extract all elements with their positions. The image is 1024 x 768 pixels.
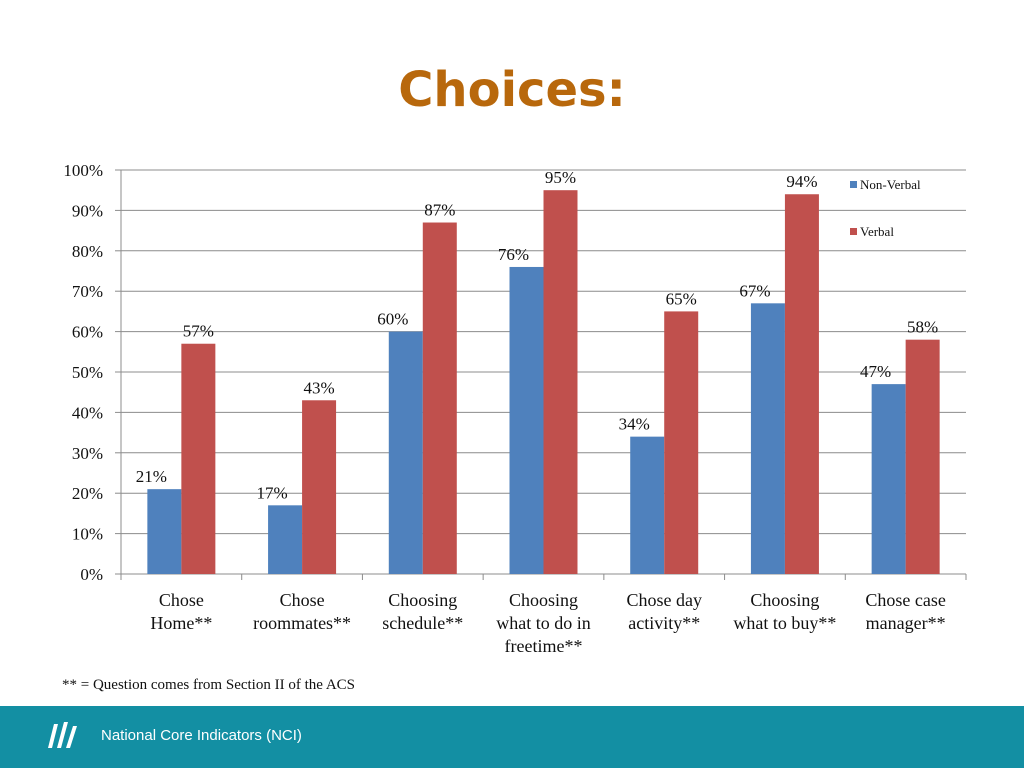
bar-non-verbal (630, 436, 665, 574)
x-category-label: Chose day activity** (626, 590, 702, 633)
x-category-label-line: what to do in (496, 613, 591, 633)
y-tick-label: 20% (72, 484, 103, 503)
bar-verbal (905, 339, 940, 574)
footer-bar: National Core Indicators (NCI) (0, 706, 1024, 768)
x-category-label: Choosing what to buy** (733, 590, 836, 633)
data-label: 58% (907, 318, 938, 337)
data-label: 95% (545, 168, 576, 187)
bar-non-verbal (147, 489, 182, 574)
x-category-label: Choosing schedule** (382, 590, 463, 633)
y-tick-label: 90% (72, 201, 103, 220)
y-tick-label: 80% (72, 242, 103, 261)
x-category-label: Choosing what to do in freetime** (496, 590, 591, 656)
x-category-label-line: Chose (159, 590, 204, 610)
data-label: 21% (136, 467, 167, 486)
y-tick-label: 50% (72, 363, 103, 382)
x-category-label-line: roommates** (253, 613, 351, 633)
data-label: 94% (786, 172, 817, 191)
y-tick-label: 30% (72, 444, 103, 463)
x-category-label: Chose case manager** (865, 590, 945, 633)
y-tick-label: 70% (72, 282, 103, 301)
bar-non-verbal (268, 505, 303, 574)
x-category-label-line: schedule** (382, 613, 463, 633)
x-category-label-line: Choosing (509, 590, 578, 610)
footer-label: National Core Indicators (NCI) (101, 727, 302, 744)
y-tick-label: 10% (72, 525, 103, 544)
x-category-label-line: manager** (866, 613, 946, 633)
x-category-label-line: what to buy** (733, 613, 836, 633)
data-label: 57% (183, 322, 214, 341)
data-label: 76% (498, 245, 529, 264)
data-label: 34% (619, 415, 650, 434)
data-label: 67% (739, 281, 770, 300)
x-category-label: Chose Home** (150, 590, 212, 633)
bar-verbal (181, 343, 216, 574)
bar-verbal (664, 311, 699, 574)
slide-title: Choices: (398, 62, 626, 118)
x-category-label-line: Choosing (750, 590, 819, 610)
y-tick-label: 100% (63, 161, 103, 180)
bar-verbal (543, 190, 578, 574)
x-category-label-line: Home** (150, 613, 212, 633)
legend-label: Verbal (860, 224, 894, 239)
bar-non-verbal (388, 331, 423, 574)
nci-logo-icon (48, 722, 77, 748)
bar-non-verbal (509, 266, 544, 574)
bar-non-verbal (871, 384, 906, 574)
x-category-label-line: Chose day (626, 590, 702, 610)
bar-verbal (422, 222, 457, 574)
bar-verbal (302, 400, 337, 574)
bar-non-verbal (750, 303, 785, 574)
y-tick-label: 60% (72, 323, 103, 342)
legend-label: Non-Verbal (860, 177, 921, 192)
x-category-label-line: Choosing (388, 590, 457, 610)
y-tick-label: 40% (72, 403, 103, 422)
footnote: ** = Question comes from Section II of t… (62, 677, 356, 693)
x-category-label-line: Chose case (865, 590, 945, 610)
y-tick-label: 0% (80, 565, 103, 584)
bar-verbal (784, 194, 819, 575)
data-label: 87% (424, 201, 455, 220)
legend-swatch (850, 228, 857, 235)
data-label: 17% (256, 483, 287, 502)
x-category-label-line: activity** (628, 613, 700, 633)
data-label: 43% (303, 378, 334, 397)
data-label: 65% (666, 289, 697, 308)
x-category-label-line: Chose (280, 590, 325, 610)
data-label: 47% (860, 362, 891, 381)
x-category-label-line: freetime** (505, 636, 583, 656)
bar-chart: 0% 10% 20% 30% 40% 50% 60% 70% 80% 90% 100% 21% 17% 6… (63, 161, 967, 656)
legend-swatch (850, 181, 857, 188)
data-label: 60% (377, 310, 408, 329)
x-category-label: Chose roommates** (253, 590, 351, 633)
